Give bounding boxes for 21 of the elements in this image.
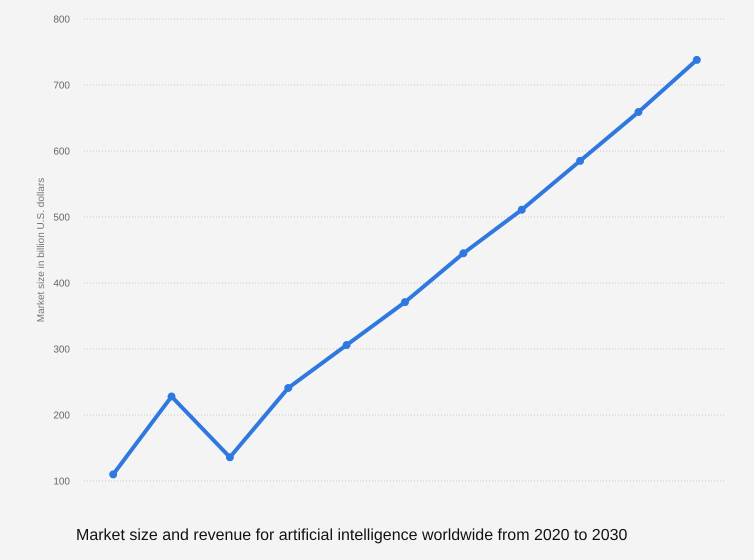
y-tick-label: 500 [53, 212, 70, 224]
point [226, 453, 234, 462]
y-tick-label: 100 [53, 476, 70, 488]
text: Market size and revenue for artificial intelligence worldwide from 2020 to 2030 [76, 527, 628, 544]
y-tick-label: 300 [53, 344, 70, 356]
y-tick-label: 200 [53, 410, 70, 422]
point [576, 156, 584, 165]
point [284, 384, 292, 392]
y-tick-label: 600 [53, 146, 70, 158]
point [634, 108, 642, 116]
point [342, 341, 351, 350]
y-tick-label: 400 [53, 278, 70, 290]
y-tick-label: 700 [53, 80, 70, 92]
point [401, 298, 409, 306]
point [692, 56, 701, 64]
point [459, 249, 468, 258]
point [109, 470, 118, 478]
y-tick-label: 800 [53, 14, 70, 26]
y-axis-title: Market size in billion U.S. dollars [36, 178, 47, 322]
point [168, 392, 176, 401]
point [518, 206, 526, 214]
